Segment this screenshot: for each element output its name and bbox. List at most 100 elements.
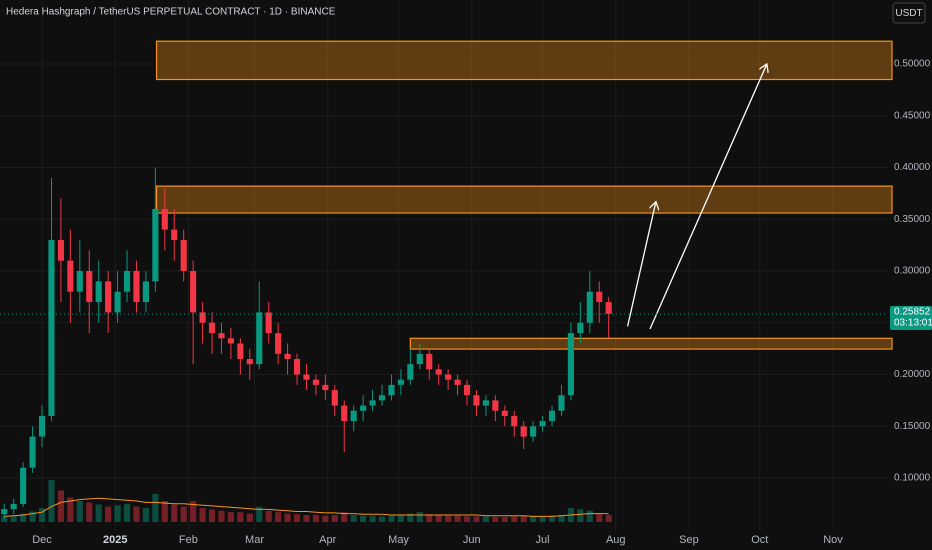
volume-bar — [586, 510, 593, 522]
candle-body — [105, 281, 112, 313]
candle-body — [161, 208, 168, 230]
candle-body — [20, 467, 27, 504]
candle-body — [76, 271, 83, 292]
x-tick-label: Dec — [32, 534, 52, 546]
volume-bar — [369, 515, 376, 522]
zone — [155, 185, 893, 214]
candle-body — [256, 312, 263, 365]
volume-bar — [492, 517, 499, 522]
candle-body — [463, 384, 471, 396]
volume-bar — [161, 501, 168, 522]
candle-body — [605, 302, 612, 314]
volume-bar — [558, 515, 565, 522]
candle-body — [539, 421, 546, 427]
y-tick-label: 0.20000 — [894, 369, 931, 380]
volume-bar — [10, 515, 17, 522]
volume-bar — [199, 508, 206, 522]
y-tick-label: 0.30000 — [894, 266, 931, 277]
volume-bar — [67, 497, 74, 522]
candle-body — [48, 239, 55, 416]
candle-body — [577, 322, 584, 334]
currency-button[interactable] — [892, 2, 926, 24]
volume-bar — [473, 516, 480, 522]
volume-bar — [133, 506, 140, 522]
candle-body — [190, 271, 197, 313]
candle-body — [426, 353, 433, 370]
candle-body — [171, 229, 178, 240]
volume-bar — [265, 510, 272, 522]
candle-body — [445, 374, 452, 380]
candle-body — [293, 358, 301, 375]
volume-bar — [123, 503, 131, 522]
candle-body — [246, 358, 253, 365]
volume-bar — [539, 516, 546, 522]
y-tick-label: 0.35000 — [894, 214, 931, 225]
x-tick-label: Mar — [245, 534, 264, 546]
volume-bar — [142, 508, 149, 522]
candle-body — [57, 239, 64, 261]
volume-bar — [397, 515, 404, 522]
volume-bar — [445, 515, 452, 522]
arrow — [649, 64, 767, 330]
volume-bar — [482, 516, 489, 522]
volume-bar — [57, 490, 64, 522]
x-tick-label: Apr — [319, 534, 336, 546]
volume-ma-line — [4, 497, 609, 517]
candle-body — [180, 239, 187, 272]
candle-body — [350, 410, 357, 422]
candle-body — [142, 281, 149, 303]
candle-body — [435, 369, 442, 375]
x-tick-label: May — [388, 534, 409, 546]
volume-bar — [20, 513, 27, 522]
candle-body — [454, 379, 461, 385]
volume-bar — [76, 501, 83, 522]
volume-bar — [237, 512, 244, 522]
candle-body — [548, 410, 556, 422]
candle-body — [369, 400, 376, 406]
volume-bar — [29, 511, 36, 522]
volume-bar — [303, 515, 310, 522]
volume-bar — [152, 494, 159, 522]
last-price-label: 0.25852 — [894, 307, 931, 318]
y-tick-label: 0.15000 — [894, 421, 931, 432]
last-price-box — [890, 305, 932, 330]
candle-body — [341, 405, 348, 422]
x-tick-label: 2025 — [103, 534, 127, 546]
candle-body — [67, 260, 74, 292]
volume-bar — [454, 515, 461, 522]
candle-body — [227, 338, 234, 344]
volume-bar — [171, 504, 178, 522]
volume-bar — [577, 509, 584, 522]
x-tick-label: Jun — [463, 534, 481, 546]
volume-bar — [596, 513, 603, 522]
candle-body — [208, 322, 216, 334]
volume-bar — [48, 480, 55, 522]
candle-body — [29, 436, 36, 468]
volume-bar — [378, 516, 386, 522]
candle-body — [473, 395, 480, 406]
candle-body — [558, 395, 565, 411]
candle-body — [95, 281, 102, 303]
volume-bar — [95, 504, 102, 522]
x-tick-label: Jul — [536, 534, 550, 546]
zone — [409, 337, 893, 350]
zone — [155, 40, 893, 81]
candle-body — [152, 208, 159, 282]
candle-body — [567, 333, 574, 396]
volume-bar — [416, 512, 423, 522]
x-tick-label: Feb — [179, 534, 198, 546]
volume-bar — [86, 502, 93, 522]
volume-bar — [435, 515, 442, 522]
candle-body — [586, 291, 593, 323]
volume-bar — [284, 513, 291, 522]
volume-bar — [350, 515, 357, 522]
candle-body — [331, 390, 338, 406]
volume-bar — [360, 515, 367, 522]
candle-body — [520, 426, 527, 437]
candle-body — [38, 415, 46, 437]
x-tick-label: Oct — [751, 534, 768, 546]
volume-bar — [114, 505, 121, 522]
candle-body — [397, 379, 404, 385]
